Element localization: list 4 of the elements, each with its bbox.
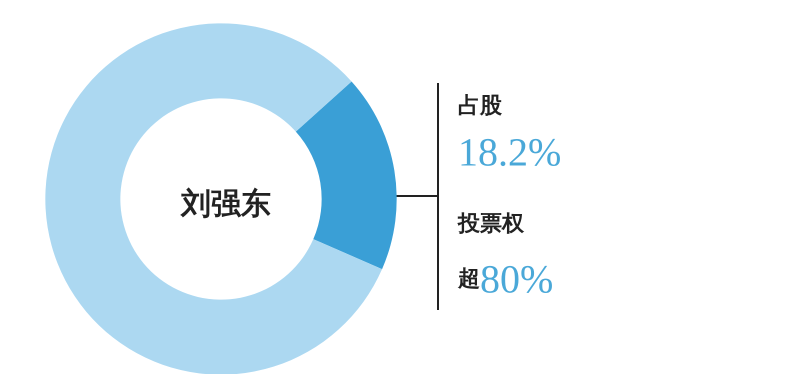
text: 18.2%	[458, 130, 562, 174]
text: 刘强东	[180, 186, 271, 222]
text: 投票权	[457, 212, 525, 236]
text: 占股	[458, 94, 503, 118]
